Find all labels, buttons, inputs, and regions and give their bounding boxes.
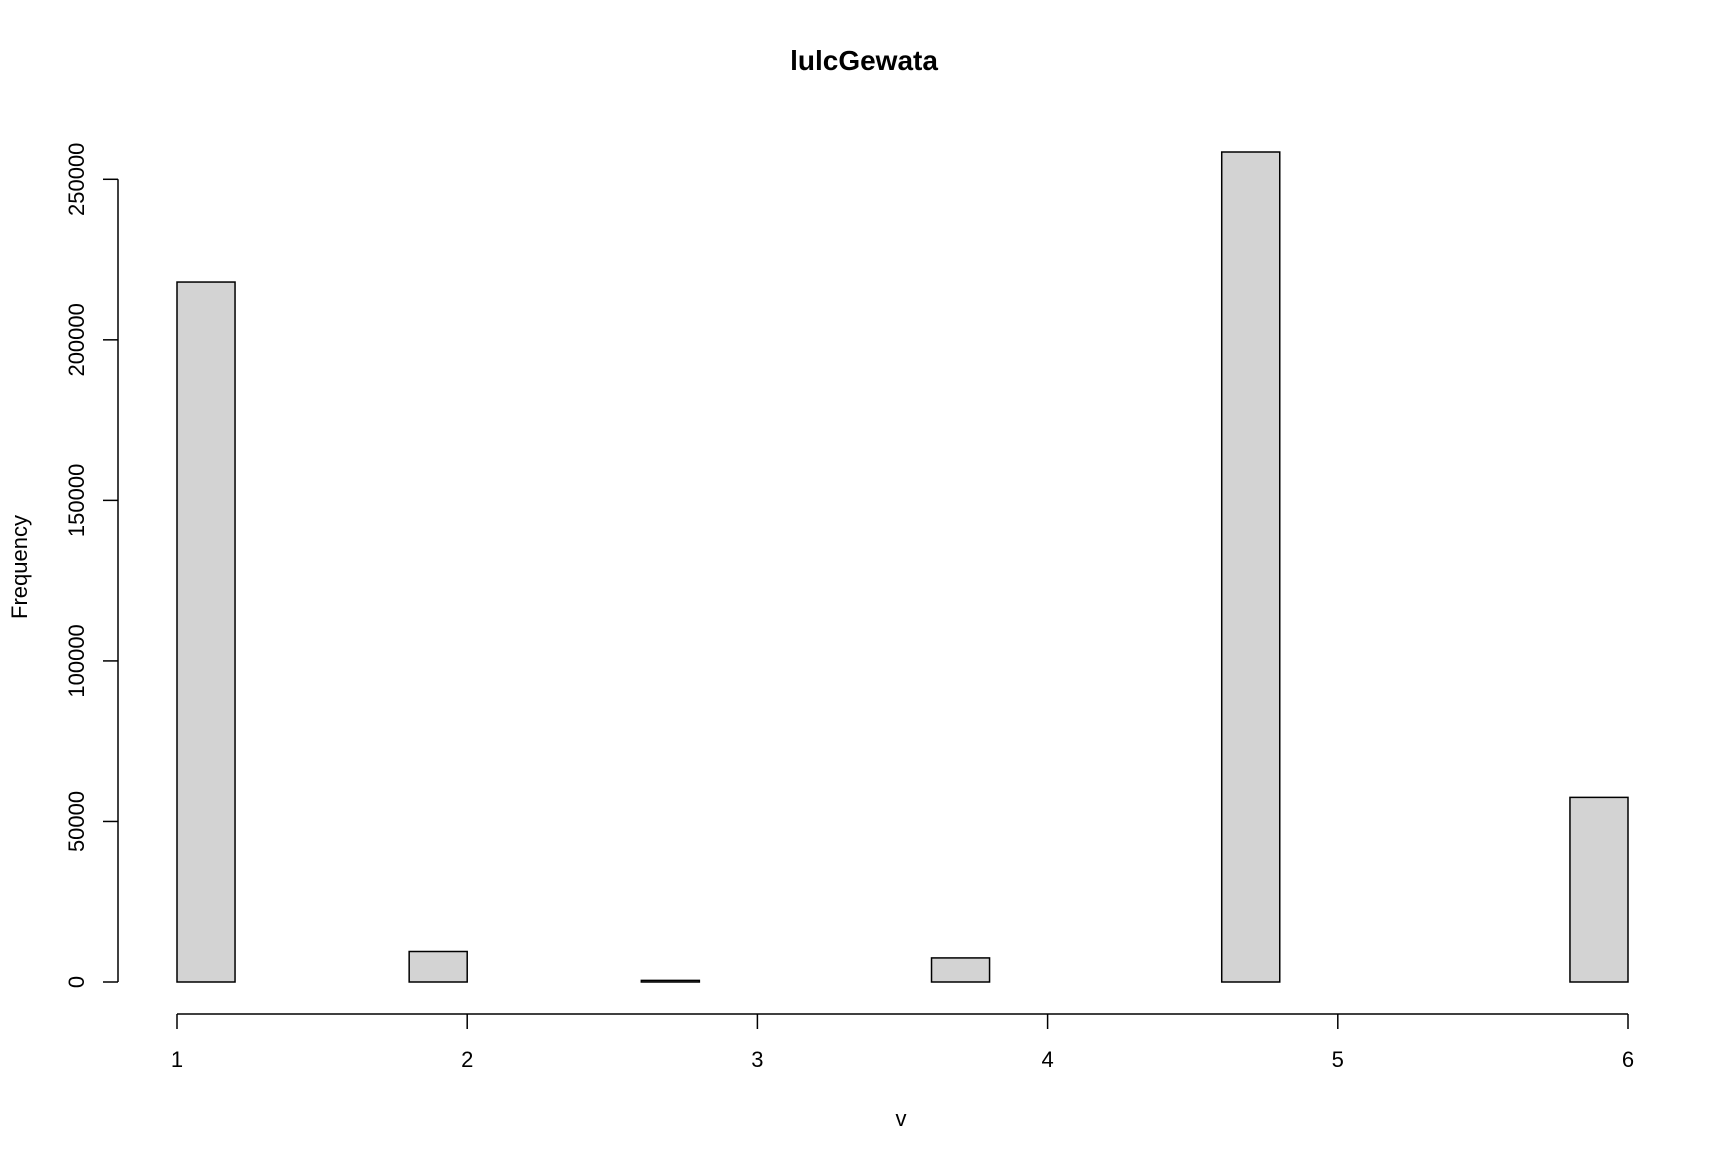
- y-tick-label: 0: [64, 976, 89, 988]
- histogram-bar: [176, 281, 236, 983]
- x-tick-label: 3: [751, 1047, 763, 1072]
- histogram-bar: [408, 950, 468, 983]
- y-tick-label: 100000: [64, 624, 89, 697]
- y-tick-label: 50000: [64, 791, 89, 852]
- x-axis: 1 2 3 4 5 6: [171, 1013, 1634, 1072]
- chart-title: lulcGewata: [790, 45, 938, 76]
- x-tick-label: 1: [171, 1047, 183, 1072]
- x-tick-label: 6: [1622, 1047, 1634, 1072]
- y-tick-label: 200000: [64, 303, 89, 376]
- y-axis-label: Frequency: [7, 515, 32, 619]
- x-tick-label: 4: [1041, 1047, 1053, 1072]
- y-tick-label: 250000: [64, 143, 89, 216]
- histogram-bar: [640, 979, 701, 983]
- x-tick-label: 5: [1332, 1047, 1344, 1072]
- histogram-bar: [1220, 151, 1281, 983]
- x-tick-label: 2: [461, 1047, 473, 1072]
- histogram-bar: [930, 957, 991, 983]
- histogram-bar: [1569, 796, 1629, 983]
- x-axis-label: v: [896, 1106, 907, 1131]
- y-tick-label: 150000: [64, 464, 89, 537]
- bars-group: [176, 151, 1629, 983]
- y-axis: 0 50000 100000 150000 200000 250000: [64, 143, 119, 988]
